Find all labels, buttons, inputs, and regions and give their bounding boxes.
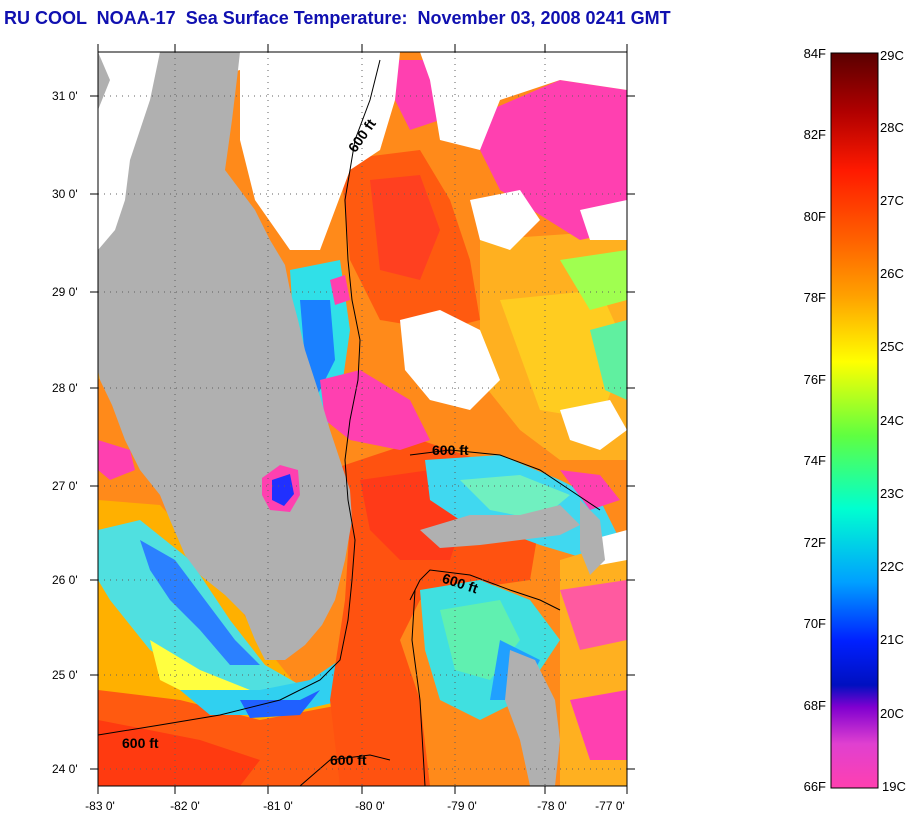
- isobath-contours: [98, 59, 601, 786]
- lat-tick-label: 24 0': [52, 762, 78, 776]
- lat-tick-label: 29 0': [52, 285, 78, 299]
- lon-tick-label: -82 0': [170, 799, 200, 813]
- colorbar-c-label: 23C: [880, 486, 904, 501]
- map-panel: [98, 52, 627, 786]
- colorbar-c-label: 28C: [880, 120, 904, 135]
- map-title: RU COOL NOAA-17 Sea Surface Temperature:…: [4, 8, 671, 28]
- colorbar-c-label: 27C: [880, 193, 904, 208]
- lon-tick-label: -77 0': [595, 799, 625, 813]
- abaco-island: [580, 500, 605, 575]
- lat-tick-label: 25 0': [52, 668, 78, 682]
- colorbar-f-label: 66F: [804, 779, 826, 794]
- colorbar-f-label: 72F: [804, 535, 826, 550]
- colorbar-c-label: 20C: [880, 706, 904, 721]
- colorbar-gradient: [830, 52, 879, 789]
- colorbar-fahrenheit-labels: 84F 82F 80F 78F 76F 74F 72F 70F 68F 66F: [804, 46, 826, 794]
- andros-island: [505, 650, 560, 786]
- colorbar-f-label: 80F: [804, 209, 826, 224]
- lon-tick-label: -83 0': [85, 799, 115, 813]
- lon-tick-label: -80 0': [355, 799, 385, 813]
- latitude-labels: 31 0' 30 0' 29 0' 28 0' 27 0' 26 0' 25 0…: [52, 89, 78, 776]
- lat-tick-label: 30 0': [52, 187, 78, 201]
- lat-tick-label: 31 0': [52, 89, 78, 103]
- colorbar-f-label: 70F: [804, 616, 826, 631]
- lat-tick-label: 26 0': [52, 573, 78, 587]
- isobath-label: 600 ft: [432, 442, 469, 458]
- longitude-labels: -83 0' -82 0' -81 0' -80 0' -79 0' -78 0…: [85, 799, 625, 813]
- lon-tick-label: -79 0': [447, 799, 477, 813]
- colorbar-c-label: 21C: [880, 632, 904, 647]
- isobath-label: 600 ft: [330, 752, 367, 768]
- lon-tick-label: -81 0': [263, 799, 293, 813]
- colorbar-f-label: 76F: [804, 372, 826, 387]
- axis-ticks: [90, 44, 635, 794]
- colorbar-f-label: 78F: [804, 290, 826, 305]
- map-gridlines: [98, 52, 627, 786]
- sst-patches: [98, 150, 627, 786]
- colorbar-c-label: 26C: [880, 266, 904, 281]
- colorbar-c-label: 22C: [880, 559, 904, 574]
- lat-tick-label: 28 0': [52, 381, 78, 395]
- lat-tick-label: 27 0': [52, 479, 78, 493]
- lake-okeechobee: [262, 465, 300, 512]
- colorbar-f-label: 82F: [804, 127, 826, 142]
- colorbar-f-label: 68F: [804, 698, 826, 713]
- colorbar: 84F 82F 80F 78F 76F 74F 72F 70F 68F 66F …: [804, 46, 906, 794]
- lon-tick-label: -78 0': [537, 799, 567, 813]
- colorbar-c-label: 29C: [880, 48, 904, 63]
- colorbar-celsius-labels: 29C 28C 27C 26C 25C 24C 23C 22C 21C 20C …: [880, 48, 906, 794]
- isobath-label: 600 ft: [122, 735, 159, 751]
- colorbar-c-label: 19C: [882, 779, 906, 794]
- colorbar-c-label: 25C: [880, 339, 904, 354]
- colorbar-f-label: 84F: [804, 46, 826, 61]
- grand-bahama-island: [420, 505, 580, 548]
- colorbar-f-label: 74F: [804, 453, 826, 468]
- colorbar-c-label: 24C: [880, 413, 904, 428]
